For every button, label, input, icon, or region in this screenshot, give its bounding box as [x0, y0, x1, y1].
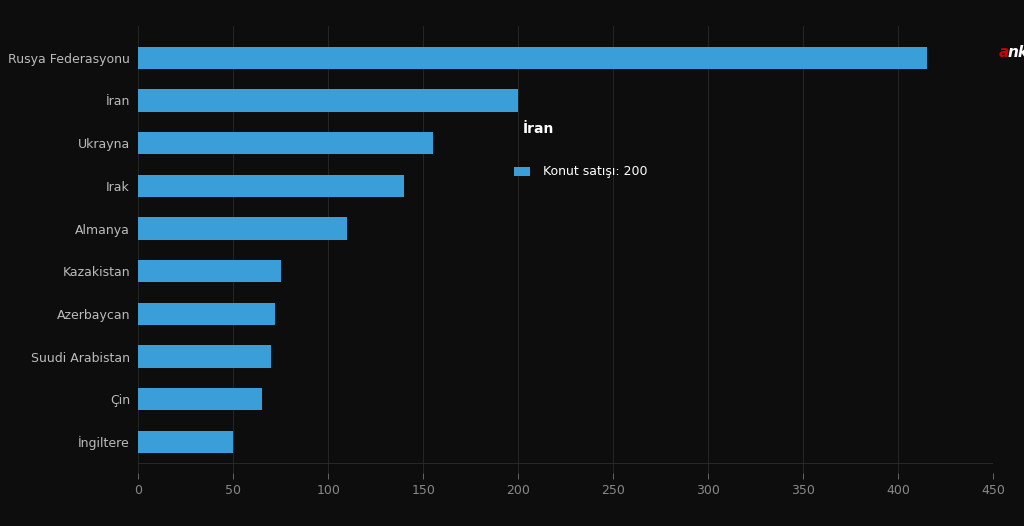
Text: a: a — [998, 45, 1009, 60]
Bar — [138, 260, 281, 282]
Bar — [138, 175, 404, 197]
Bar — [138, 47, 927, 69]
Text: nka: nka — [1008, 45, 1024, 60]
Text: Konut satışı: 200: Konut satışı: 200 — [543, 165, 647, 178]
FancyBboxPatch shape — [514, 167, 529, 176]
Bar — [138, 132, 433, 154]
Bar — [138, 431, 233, 453]
Bar — [138, 217, 347, 240]
Text: İran: İran — [523, 122, 554, 136]
Bar — [138, 346, 271, 368]
Bar — [138, 388, 262, 410]
Bar — [138, 89, 518, 112]
Bar — [138, 303, 275, 325]
